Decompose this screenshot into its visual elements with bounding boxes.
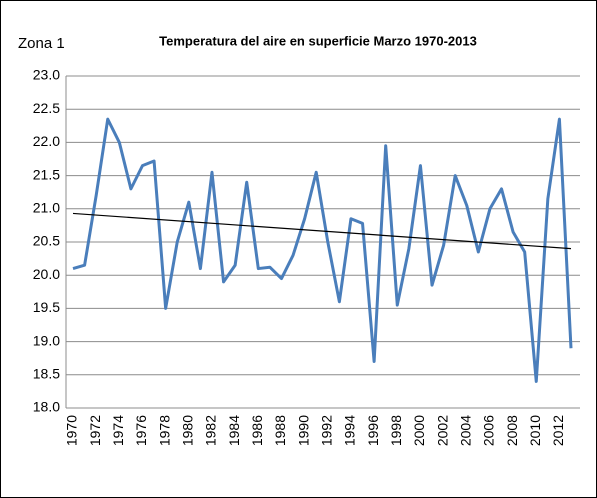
y-tick-label: 22.0	[33, 133, 60, 149]
y-tick-label: 23.0	[33, 67, 60, 83]
trend-line	[72, 212, 572, 250]
y-tick-label: 18.5	[33, 366, 60, 382]
x-tick-label: 1994	[342, 415, 358, 446]
x-tick-label: 2002	[434, 415, 450, 446]
x-tick-label: 1988	[272, 415, 288, 446]
zone-label: Zona 1	[18, 35, 65, 52]
x-tick-label: 1998	[388, 415, 404, 446]
x-tick-label: 1986	[249, 415, 265, 446]
x-tick-label: 1980	[180, 415, 196, 446]
x-tick-label: 1982	[203, 415, 219, 446]
x-tick-label: 2008	[504, 415, 520, 446]
x-tick-label: 1990	[295, 415, 311, 446]
x-tick-label: 2012	[550, 415, 566, 446]
x-tick-label: 2004	[457, 415, 473, 446]
x-tick-label: 2000	[411, 415, 427, 446]
y-tick-label: 22.5	[33, 100, 60, 116]
y-tick-label: 21.5	[33, 166, 60, 182]
x-tick-label: 1970	[64, 415, 80, 446]
data-line	[72, 117, 573, 383]
y-tick-label: 20.5	[33, 233, 60, 249]
y-tick-label: 20.0	[33, 266, 60, 282]
y-tick-label: 19.0	[33, 332, 60, 348]
x-tick-label: 1996	[365, 415, 381, 446]
x-tick-label: 1978	[156, 415, 172, 446]
x-tick-label: 1984	[226, 415, 242, 446]
x-tick-label: 2006	[481, 415, 497, 446]
x-tick-label: 1974	[110, 415, 126, 446]
y-tick-label: 21.0	[33, 200, 60, 216]
y-tick-label: 19.5	[33, 299, 60, 315]
x-tick-label: 1992	[318, 415, 334, 446]
x-tick-label: 1976	[133, 415, 149, 446]
y-tick-label: 18.0	[33, 399, 60, 415]
x-tick-label: 1972	[87, 415, 103, 446]
x-tick-label: 2010	[527, 415, 543, 446]
chart-title: Temperatura del aire en superficie Marzo…	[159, 33, 477, 48]
